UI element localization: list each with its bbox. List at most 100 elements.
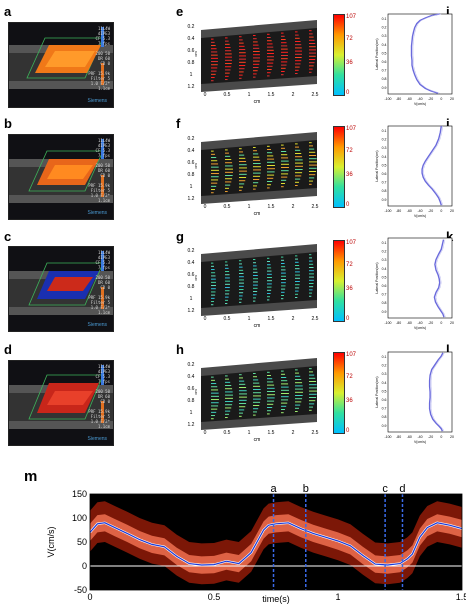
x-tick-label: 1.5	[268, 430, 275, 436]
velocity-profile-line	[410, 13, 440, 94]
y-tick-label: 0.6	[382, 284, 387, 288]
x-tick-label: 0.5	[224, 316, 231, 322]
y-tick-label: 0.6	[382, 172, 387, 176]
y-tick-label: 0.1	[382, 129, 387, 133]
y-tick-label: 0.8	[188, 60, 195, 66]
x-tick-label: 20	[450, 435, 454, 439]
y-tick-label: 0.5	[382, 163, 387, 167]
x-tick-label: 20	[450, 209, 454, 213]
x-tick-label: -80	[396, 435, 401, 439]
scanner-setting-line: 1.0 F/2*	[90, 81, 110, 86]
y-tick-label: 150	[72, 489, 87, 499]
velocity-arrow-column	[267, 371, 275, 415]
scanner-logo: Siemens	[87, 210, 107, 216]
x-tick-label: 0	[440, 97, 442, 101]
velocity-profile-i: -100 -80 -60 -40 -20 0 20 0.1 0.2 0.3 0.4 0.5 0.6 0.7…	[375, 13, 454, 106]
scanner-setting-line: 7 fps	[97, 379, 110, 384]
y-axis-label: Lateral Position(cm)	[375, 262, 379, 293]
velocity-colorbar	[333, 14, 345, 96]
x-tick-label: 0.5	[224, 204, 231, 210]
y-tick-label: 0.4	[382, 155, 387, 159]
x-tick-label: -60	[407, 321, 412, 325]
colorbar-tick-label: 36	[346, 172, 353, 178]
y-tick-label: 0.2	[382, 364, 387, 368]
x-tick-label: -100	[384, 435, 391, 439]
x-tick-label: 0.5	[224, 430, 231, 436]
x-tick-label: 1.5	[456, 592, 466, 602]
x-tick-label: 2	[292, 204, 295, 210]
y-tick-label: 0.3	[382, 34, 387, 38]
scanner-setting-line: 11L4W	[97, 250, 110, 255]
scanner-settings: 11L4W dIPE3 CF 5.3 7 fps 200 50 DR 60 CD 0 PR…	[88, 138, 110, 203]
x-tick-label: 0	[440, 435, 442, 439]
x-tick-label: 2	[292, 92, 295, 98]
y-tick-label: 0.2	[382, 26, 387, 30]
vector-flow-image-h: 0.2 0.4 0.6 0.8 1 1.2 0 0.5 1 1.5 2 2.5 cm cm	[185, 352, 321, 442]
panel-label-e: e	[176, 4, 184, 19]
x-tick-label: 1	[248, 204, 251, 210]
panel-label-j: j	[446, 116, 450, 131]
scanner-setting-line: Filter 5	[90, 188, 110, 193]
velocity-arrow-column	[281, 256, 286, 300]
y-axis-label: Lateral Position(cm)	[375, 376, 379, 407]
scanner-setting-line: 1.1cm	[97, 86, 110, 91]
scanner-setting-line: 200 50	[95, 51, 110, 56]
x-tick-label: -40	[417, 97, 422, 101]
velocity-arrow-column	[239, 260, 244, 303]
ultrasound-image-d: 11L4W dIPE3 CF 5.3 7 fps 200 50 DR 60 CD 0 PR…	[8, 360, 114, 446]
y-tick-label: 0.4	[188, 260, 195, 266]
y-tick-label: 1	[190, 184, 193, 190]
panel-label-c: c	[4, 229, 12, 244]
colorbar-tick-label: 0	[346, 316, 350, 322]
x-tick-label: 2	[292, 430, 295, 436]
velocity-arrow-column	[211, 376, 219, 420]
y-tick-label: 0.8	[382, 189, 387, 193]
x-tick-label: -100	[384, 209, 391, 213]
y-tick-label: 1.2	[188, 84, 195, 90]
scanner-setting-line: dIPE3	[97, 369, 110, 374]
y-tick-label: 100	[72, 513, 87, 523]
y-tick-label: 0	[82, 561, 87, 571]
y-tick-label: 0.7	[382, 293, 387, 297]
scanner-setting-line: CF 5.3	[95, 36, 110, 41]
y-tick-label: 0.5	[382, 389, 387, 393]
velocity-arrow-column	[281, 144, 289, 188]
x-tick-label: 20	[450, 97, 454, 101]
velocity-profile-k: -100 -80 -60 -40 -20 0 20 0.1 0.2 0.3 0.4 0.5 0.6 0.7…	[375, 237, 454, 330]
velocity-profile-band	[423, 125, 444, 206]
x-axis-label: V(cm/s)	[414, 440, 426, 444]
scanner-setting-line: Filter 5	[90, 414, 110, 419]
x-tick-label: 0	[87, 592, 92, 602]
scanner-setting-line: PRF 15.9k	[88, 409, 110, 414]
plot-frame	[387, 237, 453, 319]
ultrasound-image-b: 11L4W dIPE3 CF 5.3 7 fps 200 50 DR 60 CD 0 PR…	[8, 134, 114, 220]
x-tick-label: -40	[417, 209, 422, 213]
time-marker-label: d	[399, 483, 405, 495]
x-tick-label: 0	[204, 92, 207, 98]
scanner-setting-line: 1.0 F/2*	[90, 305, 110, 310]
velocity-arrow-column	[211, 38, 218, 82]
panel-label-f: f	[176, 116, 181, 131]
y-tick-label: 0.2	[188, 362, 195, 368]
y-axis-label: V(cm/s)	[46, 527, 56, 558]
y-tick-label: 1.2	[188, 196, 195, 202]
y-tick-label: 0.9	[382, 198, 387, 202]
y-tick-label: 0.4	[188, 36, 195, 42]
x-axis-label: V(cm/s)	[414, 214, 426, 218]
y-tick-label: 0.4	[188, 374, 195, 380]
colorbar-tick-label: 107	[346, 240, 357, 246]
y-tick-label: 0.4	[382, 381, 387, 385]
scanner-setting-line: CD 0	[100, 399, 110, 404]
scanner-setting-line: PRF 15.9k	[88, 295, 110, 300]
x-tick-label: 2.5	[312, 316, 319, 322]
x-tick-label: -80	[396, 209, 401, 213]
scanner-setting-line: 1.0 F/2*	[90, 193, 110, 198]
x-tick-label: -80	[396, 97, 401, 101]
panel-label-m: m	[24, 468, 38, 485]
x-tick-label: 0	[440, 209, 442, 213]
y-tick-label: 0.8	[188, 172, 195, 178]
x-tick-label: 2.5	[312, 204, 319, 210]
panel-label-g: g	[176, 229, 184, 244]
y-tick-label: 1.2	[188, 422, 195, 428]
